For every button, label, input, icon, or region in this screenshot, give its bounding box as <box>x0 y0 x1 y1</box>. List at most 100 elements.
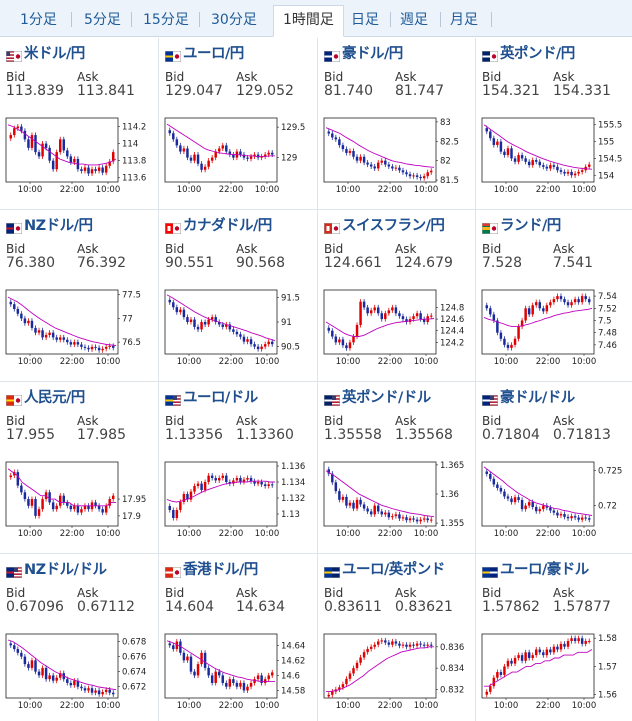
pair-name-link[interactable]: ユーロ/英ポンド <box>342 562 445 578</box>
pair-name-link[interactable]: ランド/円 <box>500 218 561 234</box>
tab-3[interactable]: 15分足 <box>143 12 189 28</box>
candle-down <box>200 163 203 170</box>
bid-value: 14.604 <box>165 599 214 615</box>
pair-name-link[interactable]: NZドル/円 <box>24 218 93 234</box>
pair-name-link[interactable]: NZドル/ドル <box>24 562 107 578</box>
moving-average-line <box>325 318 435 337</box>
candle-up <box>429 170 433 173</box>
candle-down <box>334 482 338 492</box>
pair-name-link[interactable]: 米ドル/円 <box>24 46 85 62</box>
candle-down <box>570 171 573 176</box>
candle-up <box>373 505 376 515</box>
candle-up <box>267 341 270 345</box>
currency-panel[interactable]: 香港ドル/円 Bid Ask 14.604 14.634 14.64 14.62 1… <box>159 554 317 721</box>
pair-name-link[interactable]: 豪ドル/ドル <box>500 390 575 406</box>
candle-down <box>51 502 55 510</box>
ask-label: Ask <box>395 242 417 256</box>
currency-panel[interactable]: ユーロ/豪ドル Bid Ask 1.57862 1.57877 1.58 1.57… <box>476 554 632 721</box>
pair-name-link[interactable]: 香港ドル/円 <box>183 562 258 578</box>
pair-name-link[interactable]: ユーロ/ドル <box>183 390 258 406</box>
ask-label: Ask <box>395 70 417 84</box>
bid-label: Bid <box>324 242 344 256</box>
tab-1[interactable]: 1分足 <box>20 12 57 28</box>
x-tick-label: 10:00 <box>18 357 43 367</box>
currency-panel[interactable]: ランド/円 Bid Ask 7.528 7.541 7.54 7.52 7.5 7.4… <box>476 210 632 382</box>
candle-down <box>412 644 415 646</box>
candle-down <box>415 175 419 177</box>
y-tick-label: 1.355 <box>440 519 464 529</box>
pair-name-link[interactable]: 豪ドル/円 <box>342 46 403 62</box>
candle-up <box>338 687 341 690</box>
candle-up <box>108 345 111 347</box>
candle-up <box>83 505 87 510</box>
candle-down <box>182 309 186 318</box>
hk-jp-flag-icon <box>165 563 181 578</box>
candle-up <box>182 148 186 152</box>
pair-name-link[interactable]: 人民元/円 <box>24 390 85 406</box>
pair-name-link[interactable]: 英ポンド/ドル <box>342 390 431 406</box>
pair-name-link[interactable]: ユーロ/豪ドル <box>500 562 589 578</box>
candle-down <box>405 517 408 521</box>
x-tick-label: 10:00 <box>177 701 202 711</box>
candle-down <box>341 145 345 150</box>
candle-down <box>101 509 104 513</box>
tab-2[interactable]: 5分足 <box>84 12 121 28</box>
currency-panel[interactable]: ユーロ/円 Bid Ask 129.047 129.052 129.5 129 10… <box>159 38 317 210</box>
candle-down <box>249 478 253 482</box>
currency-panel[interactable]: NZドル/円 Bid Ask 76.380 76.392 77.5 77 76.5 1… <box>0 210 158 382</box>
tab-6[interactable]: 日足 <box>351 12 379 28</box>
candle-up <box>387 310 391 314</box>
candle-up <box>253 679 256 683</box>
candle-up <box>246 686 249 691</box>
currency-panel[interactable]: NZドル/ドル Bid Ask 0.67096 0.67112 0.678 0.6… <box>0 554 158 721</box>
currency-panel[interactable]: 英ポンド/ドル Bid Ask 1.35558 1.35568 1.365 1.3… <box>318 382 476 554</box>
candle-up <box>401 644 405 646</box>
pair-name-link[interactable]: スイスフラン/円 <box>342 218 445 234</box>
currency-panel[interactable]: 豪ドル/円 Bid Ask 81.740 81.747 83 82.5 82 81.5… <box>318 38 476 210</box>
currency-panel[interactable]: ユーロ/英ポンド Bid Ask 0.83611 0.83621 0.836 0.… <box>318 554 476 721</box>
tab-8[interactable]: 月足 <box>450 12 478 28</box>
currency-panel[interactable]: 米ドル/円 Bid Ask 113.839 113.841 114.2 114 11… <box>0 38 158 210</box>
tab-5[interactable]: 1時間足 <box>273 5 344 37</box>
tab-7[interactable]: 週足 <box>400 12 428 28</box>
price-chart[interactable]: 129.5 129 10:00 22:00 10:00 <box>159 110 317 210</box>
moving-average-line <box>7 468 116 507</box>
pair-name-link[interactable]: カナダドル/円 <box>183 218 272 234</box>
candle-down <box>168 506 172 510</box>
currency-panel[interactable]: カナダドル/円 Bid Ask 90.551 90.568 91.5 91 90.5… <box>159 210 317 382</box>
candle-up <box>369 310 373 314</box>
tab-separator <box>71 12 72 27</box>
candle-up <box>384 313 387 320</box>
bid-label: Bid <box>482 414 502 428</box>
tab-4[interactable]: 30分足 <box>211 12 257 28</box>
y-tick-label: 124.2 <box>440 338 464 348</box>
candle-up <box>111 152 115 162</box>
candle-down <box>87 505 90 510</box>
currency-panel[interactable]: 人民元/円 Bid Ask 17.955 17.985 17.95 17.9 10:… <box>0 382 158 554</box>
currency-panel[interactable]: 英ポンド/円 Bid Ask 154.321 154.331 155.5 155 1… <box>476 38 632 210</box>
pair-name-link[interactable]: ユーロ/円 <box>183 46 244 62</box>
currency-panel[interactable]: ユーロ/ドル Bid Ask 1.13356 1.13360 1.136 1.13… <box>159 382 317 554</box>
pair-name-link[interactable]: 英ポンド/円 <box>500 46 575 62</box>
candle-up <box>331 691 334 695</box>
y-tick-label: 0.834 <box>440 664 464 674</box>
price-chart[interactable]: 0.725 0.72 10:00 22:00 10:00 <box>476 454 632 554</box>
currency-panel[interactable]: スイスフラン/円 Bid Ask 124.661 124.679 124.8 12… <box>318 210 476 382</box>
candle-up <box>577 171 580 174</box>
currency-panel[interactable]: 豪ドル/ドル Bid Ask 0.71804 0.71813 0.725 0.72… <box>476 382 632 554</box>
candle-up <box>542 505 545 510</box>
